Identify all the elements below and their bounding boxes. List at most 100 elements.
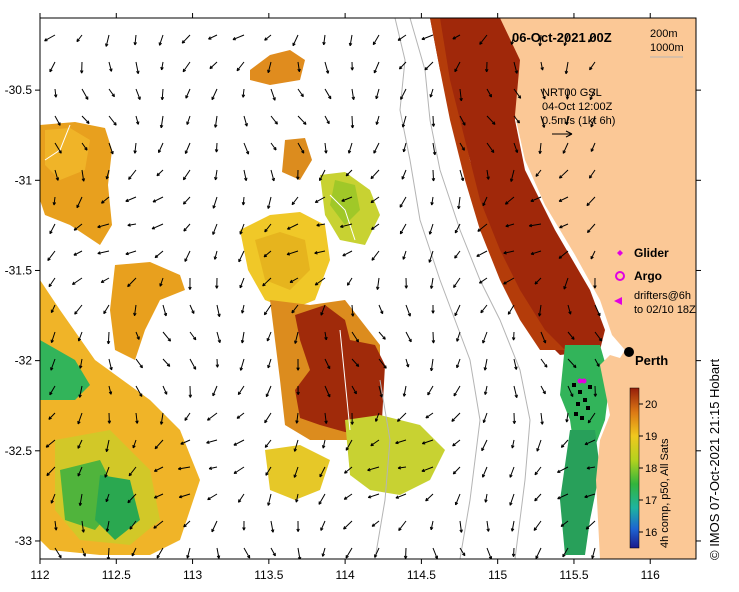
current-arrow-icon (421, 439, 434, 445)
current-arrow-icon (215, 358, 220, 368)
current-arrow-icon (297, 61, 301, 72)
lon-tick-label: 112 (30, 568, 49, 582)
current-arrow-icon (213, 250, 218, 260)
current-arrow-icon (562, 547, 569, 558)
current-arrow-icon (293, 466, 299, 478)
current-arrow-icon (239, 358, 245, 371)
current-arrow-icon (296, 358, 300, 371)
current-arrow-icon (477, 223, 488, 232)
current-arrow-icon (590, 142, 596, 152)
current-arrow-icon (182, 196, 191, 205)
current-arrow-icon (557, 493, 569, 500)
current-arrow-icon (54, 115, 61, 126)
current-arrow-icon (403, 547, 408, 559)
current-arrow-icon (589, 88, 596, 101)
current-arrow-icon (78, 358, 83, 369)
current-arrow-icon (178, 493, 191, 499)
current-arrow-icon (296, 520, 300, 532)
svg-text:Argo: Argo (634, 269, 662, 283)
current-arrow-icon (345, 439, 353, 451)
current-arrow-icon (324, 385, 331, 398)
current-arrow-icon (324, 88, 332, 100)
current-arrow-icon (177, 466, 191, 471)
current-arrow-icon (590, 115, 596, 128)
current-arrow-icon (295, 493, 299, 503)
current-arrow-icon (484, 493, 488, 503)
svg-text:Glider: Glider (634, 246, 669, 260)
current-arrow-icon (375, 115, 380, 125)
current-arrow-icon (350, 412, 354, 425)
current-arrow-icon (296, 385, 300, 395)
current-arrow-icon (243, 115, 248, 127)
current-arrow-icon (587, 34, 596, 43)
current-arrow-icon (77, 439, 83, 449)
current-arrow-icon (513, 385, 518, 398)
current-arrow-icon (128, 466, 137, 477)
current-arrow-icon (395, 439, 407, 445)
current-arrow-icon (503, 277, 515, 285)
current-arrow-icon (587, 412, 596, 424)
current-arrow-icon (270, 169, 275, 182)
current-arrow-icon (321, 547, 326, 557)
current-arrow-icon (513, 61, 519, 74)
current-arrow-icon (341, 196, 353, 202)
current-arrow-icon (206, 412, 218, 421)
current-source: NRT00 GSL (542, 87, 602, 99)
city-label: Perth (635, 353, 668, 368)
current-arrow-icon (324, 331, 328, 341)
current-arrow-icon (401, 115, 407, 128)
current-arrow-icon (459, 88, 463, 102)
current-arrow-icon (295, 412, 299, 424)
current-arrow-icon (431, 115, 436, 127)
current-arrow-icon (430, 196, 434, 206)
current-arrow-icon (459, 142, 465, 151)
current-arrow-icon (78, 385, 83, 398)
current-arrow-icon (459, 547, 466, 557)
current-arrow-icon (540, 385, 546, 395)
current-arrow-icon (351, 358, 360, 367)
current-arrow-icon (162, 304, 168, 317)
current-arrow-icon (131, 547, 137, 557)
current-arrow-icon (208, 34, 218, 40)
current-arrow-icon (563, 277, 569, 290)
current-arrow-icon (476, 250, 488, 257)
current-arrow-icon (558, 169, 569, 179)
current-arrow-icon (565, 88, 570, 100)
current-arrow-icon (105, 520, 110, 532)
current-arrow-icon (270, 547, 276, 557)
current-arrow-icon (564, 61, 569, 75)
current-arrow-icon (557, 466, 569, 473)
current-arrow-icon (324, 115, 330, 125)
current-arrow-icon (482, 196, 488, 207)
current-arrow-icon (213, 115, 218, 128)
current-arrow-icon (483, 358, 488, 371)
current-arrow-icon (189, 304, 195, 314)
current-arrow-icon (454, 304, 461, 317)
current-arrow-icon (266, 331, 272, 342)
lon-tick-label: 114.5 (407, 568, 436, 582)
current-arrow-icon (371, 250, 380, 261)
current-arrow-icon (238, 250, 245, 263)
current-arrow-icon (348, 34, 353, 47)
argo-legend: Argo (615, 269, 662, 283)
current-arrow-icon (159, 412, 164, 425)
current-arrow-icon (233, 466, 245, 475)
lat-axis: -30.5 -31 -31.5 -32 -32.5 -33 (5, 83, 701, 548)
current-arrow-icon (127, 277, 137, 288)
current-arrow-icon (376, 277, 380, 290)
current-arrow-icon (48, 412, 56, 420)
current-arrow-icon (106, 331, 111, 345)
current-arrow-icon (479, 34, 488, 45)
current-arrow-icon (584, 493, 596, 499)
current-arrow-icon (162, 358, 171, 367)
current-arrow-icon (133, 34, 137, 46)
current-arrow-icon (212, 196, 218, 209)
current-arrow-icon (152, 196, 164, 203)
current-arrow-icon (486, 115, 496, 125)
current-arrow-icon (81, 520, 85, 533)
current-arrow-icon (373, 61, 380, 74)
current-arrow-icon (429, 277, 434, 289)
current-arrow-icon (240, 304, 245, 314)
current-arrow-icon (71, 277, 83, 285)
current-arrow-icon (105, 34, 110, 47)
